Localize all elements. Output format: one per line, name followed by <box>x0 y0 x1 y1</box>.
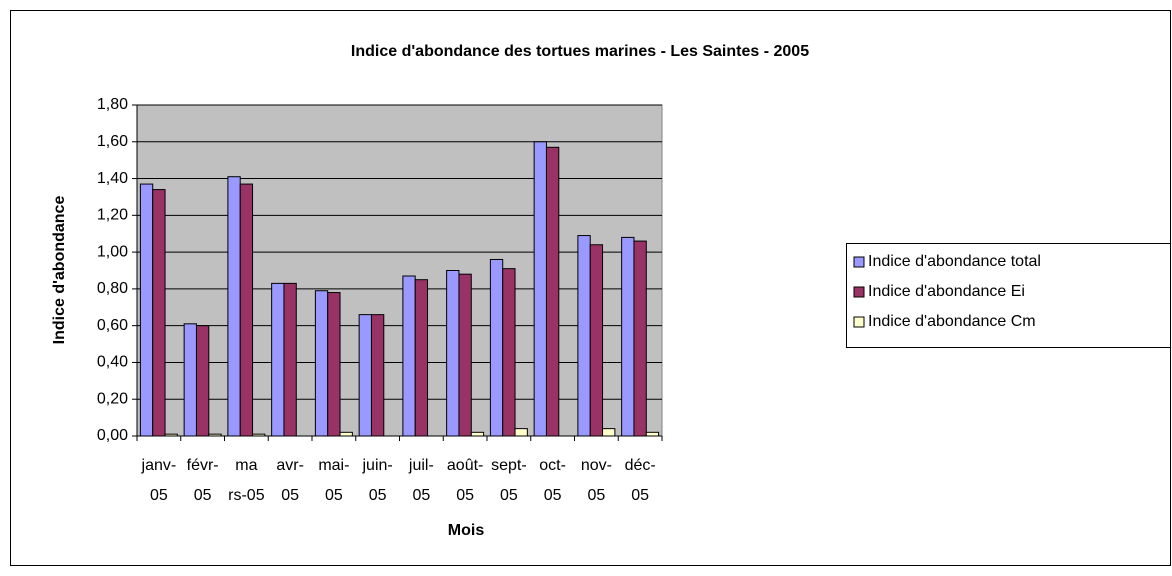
legend-box <box>846 243 1171 348</box>
chart-title: Indice d'abondance des tortues marines -… <box>351 43 809 60</box>
legend-label: Indice d'abondance Ei <box>868 283 1025 300</box>
x-tick-label: 05 <box>500 487 518 504</box>
x-axis-title: Mois <box>448 522 485 539</box>
y-tick-label: 1,40 <box>97 170 128 187</box>
y-tick-label: 1,20 <box>97 207 128 224</box>
x-tick-label: 05 <box>281 487 299 504</box>
x-tick-label: juin- <box>362 457 393 474</box>
bar <box>195 325 210 437</box>
legend-swatch <box>853 316 865 328</box>
bar <box>533 141 547 437</box>
y-tick-label: 0,80 <box>97 280 128 297</box>
bar <box>545 146 560 437</box>
y-tick-label: 0,60 <box>97 317 128 334</box>
bar <box>252 433 266 437</box>
legend-swatch <box>853 256 865 268</box>
legend-swatch <box>853 286 865 298</box>
bar <box>446 270 460 437</box>
bar <box>370 314 385 437</box>
x-tick-label: ma <box>235 457 257 474</box>
bar <box>139 183 154 437</box>
bar <box>589 244 604 437</box>
bar <box>227 176 241 437</box>
y-tick-label: 0,40 <box>97 354 128 371</box>
bar <box>502 268 516 437</box>
bar <box>239 183 254 437</box>
y-tick-label: 0,20 <box>97 390 128 407</box>
bar <box>271 282 285 437</box>
bar <box>633 240 647 437</box>
x-tick-label: 05 <box>369 487 387 504</box>
bar <box>577 235 591 437</box>
x-tick-label: déc- <box>625 457 656 474</box>
plot-area <box>136 104 663 437</box>
bar <box>283 282 297 437</box>
bar <box>414 279 429 437</box>
x-tick-label: 05 <box>544 487 562 504</box>
bar <box>645 431 660 437</box>
y-axis-title: Indice d'abondance <box>51 196 68 345</box>
y-tick-label: 1,60 <box>97 133 128 150</box>
bar <box>208 433 222 437</box>
bar <box>602 428 616 437</box>
bar <box>358 314 372 437</box>
bar <box>458 273 472 437</box>
x-tick-label: 05 <box>150 487 168 504</box>
x-tick-label: 05 <box>456 487 474 504</box>
bar <box>164 433 178 437</box>
x-tick-label: août- <box>447 457 483 474</box>
x-tick-label: 05 <box>587 487 605 504</box>
bar <box>314 290 329 437</box>
bar <box>514 428 528 437</box>
bar <box>183 323 197 437</box>
bar <box>621 236 635 437</box>
legend-label: Indice d'abondance Cm <box>868 313 1036 330</box>
bar <box>402 275 416 437</box>
bar <box>489 258 504 437</box>
x-tick-label: 05 <box>325 487 343 504</box>
bar <box>152 189 166 437</box>
x-tick-label: nov- <box>581 457 612 474</box>
bar <box>339 431 353 437</box>
y-tick-label: 1,00 <box>97 243 128 260</box>
x-tick-label: 05 <box>412 487 430 504</box>
x-tick-label: juil- <box>408 457 434 474</box>
bar <box>327 292 341 437</box>
x-tick-label: févr- <box>187 457 219 474</box>
x-tick-label: 05 <box>194 487 212 504</box>
x-tick-label: avr- <box>276 457 304 474</box>
legend-label: Indice d'abondance total <box>868 253 1041 270</box>
y-tick-label: 0,00 <box>97 427 128 444</box>
x-tick-label: mai- <box>318 457 349 474</box>
x-tick-label: sept- <box>491 457 527 474</box>
x-tick-label: rs-05 <box>228 487 265 504</box>
x-tick-label: janv- <box>141 457 177 474</box>
x-tick-label: 05 <box>631 487 649 504</box>
x-tick-label: oct- <box>539 457 566 474</box>
bar <box>470 431 485 437</box>
y-tick-label: 1,80 <box>97 96 128 113</box>
